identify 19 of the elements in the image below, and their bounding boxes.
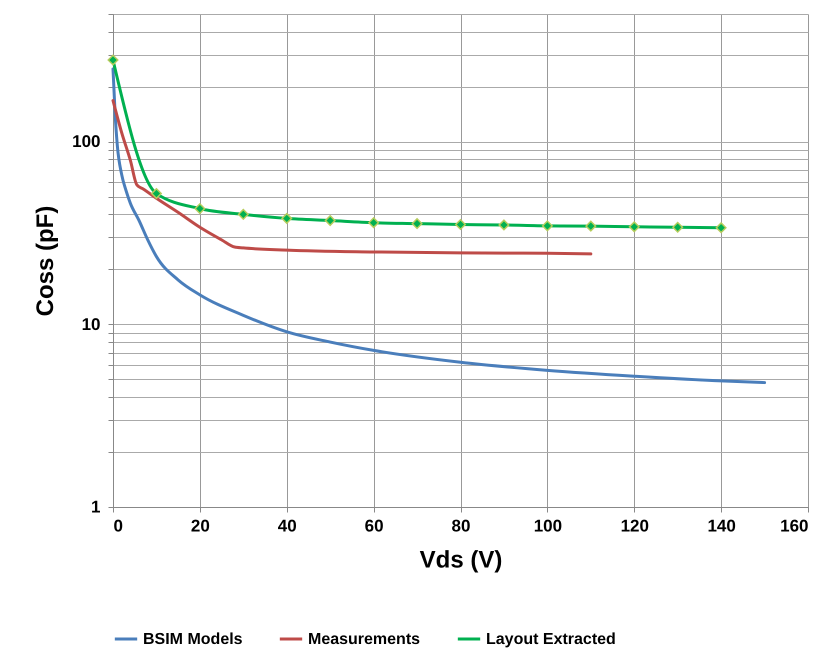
x-tick-label: 100: [534, 516, 562, 536]
x-tick-label: 0: [114, 516, 123, 536]
line-series: [112, 99, 592, 256]
y-tick-label: 10: [82, 314, 100, 334]
x-tick-label: 160: [780, 516, 808, 536]
x-tick-label: 120: [620, 516, 649, 536]
x-tick-label: 20: [190, 516, 210, 536]
y-tick-label: 100: [72, 132, 100, 152]
legend-label: Measurements: [308, 631, 420, 648]
legend-label: BSIM Models: [143, 631, 243, 648]
x-axis-title: Vds (V): [420, 546, 502, 574]
legend-label: Layout Extracted: [486, 631, 616, 648]
x-tick-label: 80: [452, 516, 470, 536]
x-tick-label: 40: [278, 516, 297, 536]
x-tick-label: 60: [364, 516, 384, 536]
y-axis-title: Coss (pF): [32, 206, 60, 316]
x-tick-label: 140: [707, 516, 736, 536]
y-tick-label: 1: [91, 498, 100, 516]
line-series: [112, 67, 766, 384]
